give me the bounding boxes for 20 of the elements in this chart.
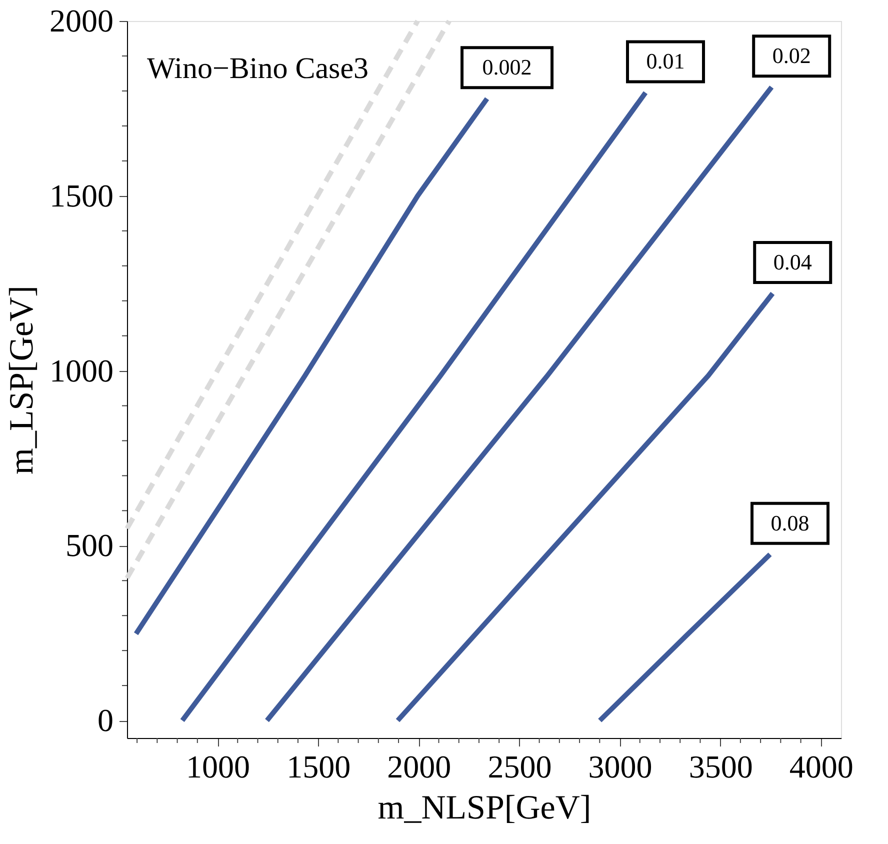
annotation: 0.08 [770, 510, 810, 536]
x-tick-label: 1500 [286, 748, 351, 784]
y-axis-title: m_LSP[GeV] [4, 286, 40, 474]
x-tick-label: 3000 [588, 748, 652, 784]
x-tick-label: 1000 [186, 748, 250, 784]
annotation: Wino−Bino Case3 [147, 52, 369, 85]
x-tick-label: 2500 [488, 748, 552, 784]
annotation: 0.02 [772, 43, 811, 68]
x-tick-label: 3500 [688, 748, 753, 784]
annotation: 0.04 [773, 249, 812, 274]
annotation: 0.002 [482, 54, 532, 80]
y-tick-label: 500 [66, 527, 114, 564]
y-tick-label: 0 [98, 702, 114, 738]
annotation: 0.01 [646, 48, 685, 74]
y-tick-label: 2000 [50, 2, 114, 38]
y-tick-label: 1500 [50, 177, 114, 214]
x-tick-label: 2000 [387, 748, 452, 784]
x-tick-label: 4000 [789, 748, 854, 784]
y-tick-label: 1000 [50, 352, 114, 388]
x-axis-title: m_NLSP[GeV] [378, 790, 592, 826]
